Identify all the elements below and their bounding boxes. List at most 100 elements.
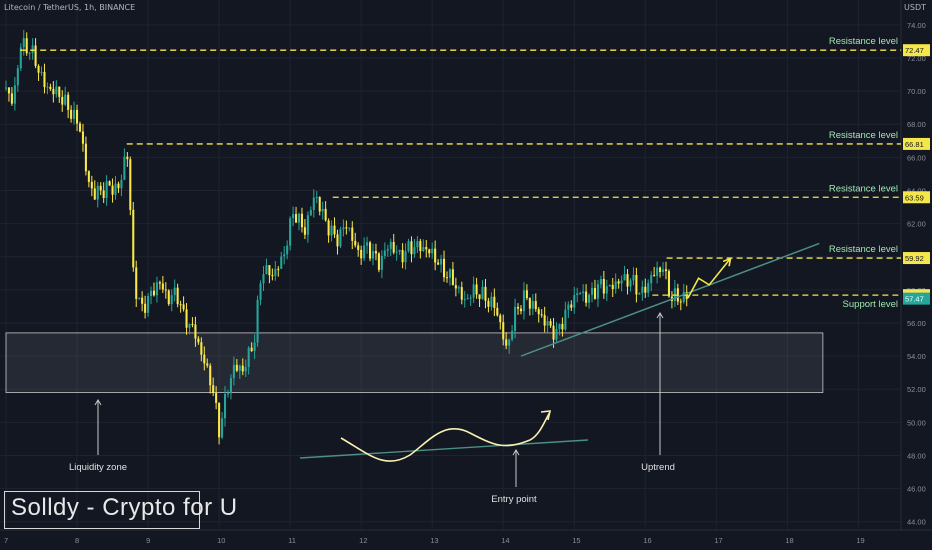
- candle-body: [457, 287, 460, 289]
- candle-body: [401, 250, 404, 263]
- candle-body: [363, 245, 366, 259]
- candle-body: [555, 329, 558, 340]
- level-label: Resistance level: [829, 183, 898, 194]
- candle-body: [522, 290, 525, 312]
- candle-body: [614, 281, 617, 290]
- candle-body: [576, 293, 579, 296]
- candle-body: [599, 278, 602, 285]
- candle-body: [635, 274, 638, 295]
- candle-body: [460, 287, 463, 300]
- candle-body: [226, 393, 230, 395]
- candle-body: [445, 277, 449, 279]
- x-tick-label: 19: [856, 536, 864, 545]
- candle-body: [28, 52, 31, 54]
- price-tag-text: 59.92: [905, 254, 924, 263]
- candle-body: [99, 185, 102, 191]
- candle-body: [626, 274, 629, 287]
- y-tick-label: 64.00: [907, 186, 926, 195]
- candle-body: [602, 278, 605, 294]
- candle-body: [653, 275, 656, 277]
- candle-body: [561, 323, 564, 330]
- candle-body: [345, 227, 348, 229]
- x-tick-label: 12: [359, 536, 367, 545]
- y-tick-label: 72.00: [907, 54, 926, 63]
- candle-body: [475, 284, 478, 295]
- candle-body: [300, 213, 304, 228]
- candle-body: [167, 290, 170, 305]
- candle-body: [519, 308, 523, 312]
- candle-body: [64, 94, 67, 105]
- candle-body: [650, 275, 653, 284]
- candle-body: [306, 215, 309, 235]
- candle-body: [448, 269, 451, 278]
- candle-body: [55, 86, 58, 95]
- level-label: Resistance level: [829, 130, 898, 141]
- candle-body: [371, 251, 375, 259]
- candle-body: [120, 179, 123, 189]
- x-tick-label: 15: [572, 536, 580, 545]
- candle-body: [374, 251, 377, 254]
- candle-body: [158, 282, 161, 284]
- candle-body: [25, 38, 28, 54]
- candle-body: [4, 87, 8, 89]
- candle-body: [232, 364, 235, 379]
- candle-body: [90, 181, 93, 189]
- candle-body: [52, 89, 55, 95]
- candle-body: [537, 309, 540, 315]
- candle-body: [46, 86, 49, 88]
- candle-body: [182, 304, 185, 310]
- watermark: Solldy - Crypto for U: [4, 491, 237, 529]
- candle-body: [61, 96, 64, 105]
- y-tick-label: 50.00: [907, 418, 926, 427]
- candle-body: [78, 123, 82, 132]
- candle-body: [102, 190, 105, 198]
- entry-trend-line: [299, 439, 589, 459]
- candle-body: [493, 296, 496, 308]
- price-tag-text: 63.59: [905, 193, 924, 202]
- liquidity-arrow-head: [94, 399, 102, 406]
- candle-body: [67, 94, 70, 110]
- candle-body: [369, 242, 372, 259]
- entry-curve-arrowhead: [540, 410, 552, 421]
- candle-body: [259, 283, 262, 300]
- candle-body: [271, 275, 274, 277]
- candle-body: [194, 324, 197, 339]
- candle-body: [144, 303, 147, 313]
- candle-body: [528, 298, 531, 309]
- candle-body: [135, 267, 138, 299]
- candle-body: [380, 255, 383, 270]
- annotation-label: Liquidity zone: [69, 462, 127, 473]
- candle-body: [327, 220, 330, 236]
- candle-body: [431, 248, 434, 254]
- candle-body: [567, 304, 570, 310]
- level-label: Resistance level: [829, 36, 898, 47]
- candle-body: [126, 156, 129, 160]
- candle-body: [546, 321, 549, 326]
- candle-body: [123, 156, 126, 180]
- candle-body: [552, 325, 555, 340]
- candle-body: [188, 324, 191, 328]
- entry-arrow-head: [512, 449, 520, 456]
- candle-body: [13, 85, 16, 104]
- candle-body: [81, 131, 84, 144]
- candle-body: [58, 86, 61, 97]
- price-tag: [903, 137, 930, 150]
- candle-body: [366, 242, 369, 246]
- candle-body: [43, 71, 46, 88]
- candle-body: [200, 342, 203, 355]
- candle-body: [593, 288, 597, 299]
- candle-body: [505, 339, 508, 346]
- quote-currency: USDT: [904, 3, 926, 12]
- candle-body: [244, 367, 247, 372]
- candle-body: [7, 87, 10, 94]
- candle-body: [330, 225, 333, 236]
- candle-body: [623, 274, 626, 281]
- candle-body: [502, 322, 505, 340]
- candle-body: [40, 71, 43, 73]
- candle-body: [318, 197, 321, 212]
- candle-body: [93, 188, 96, 200]
- candle-body: [223, 394, 227, 419]
- candle-body: [499, 315, 502, 323]
- uptrend-arrow-head: [656, 312, 664, 319]
